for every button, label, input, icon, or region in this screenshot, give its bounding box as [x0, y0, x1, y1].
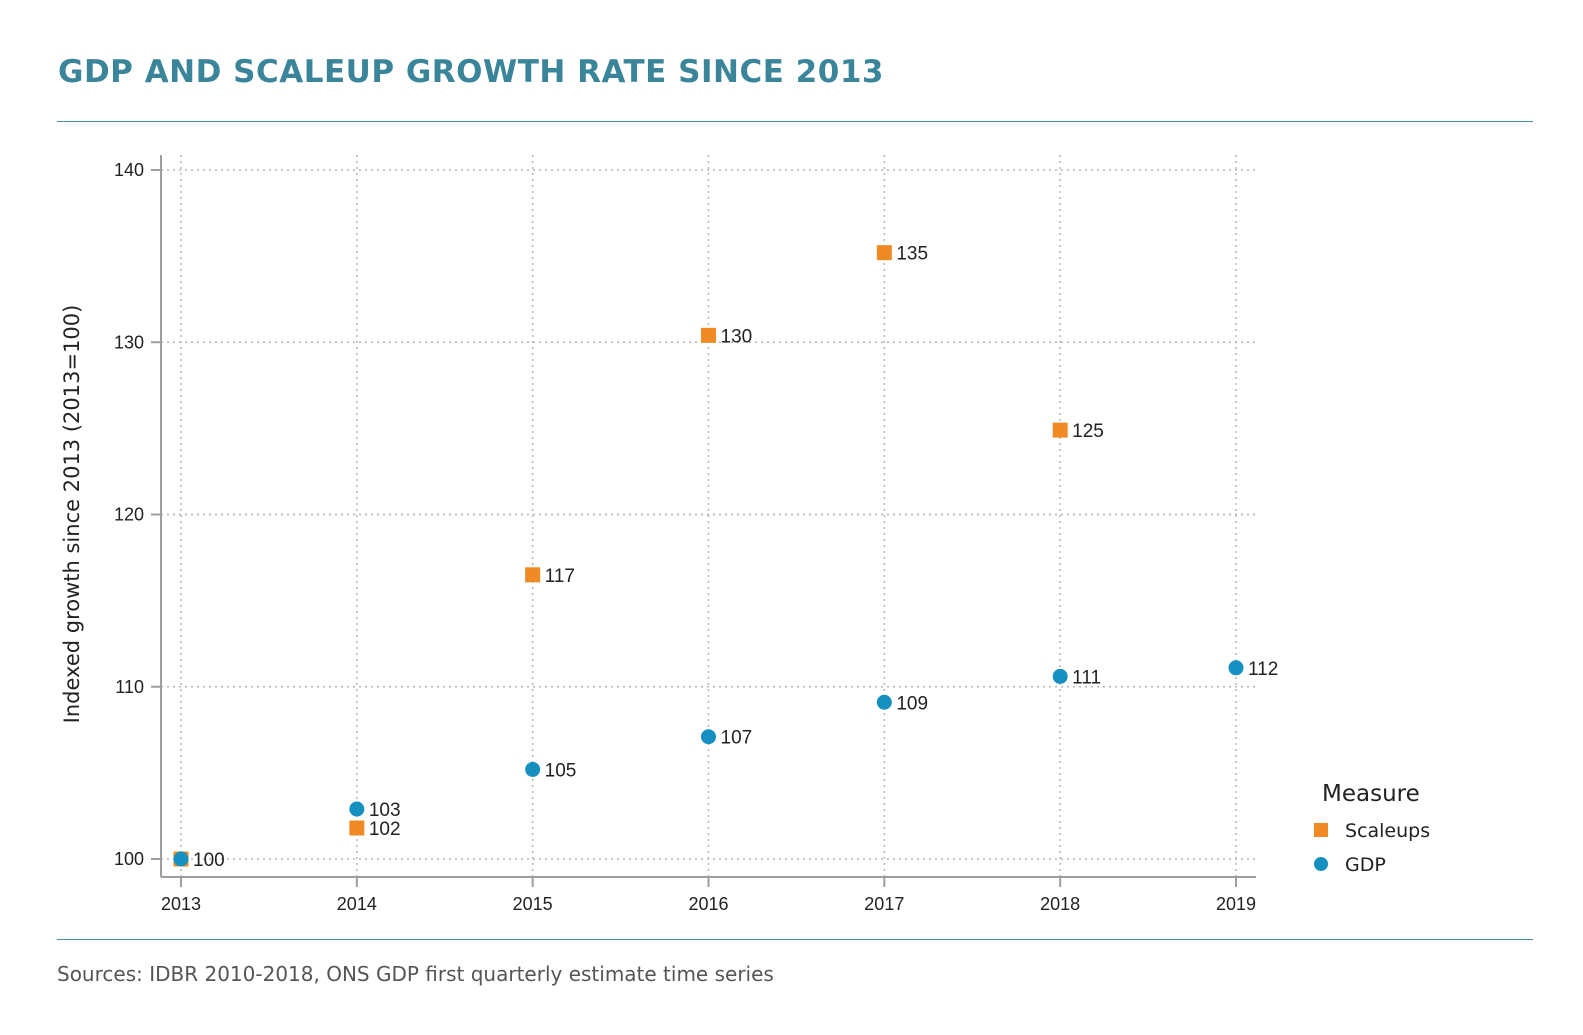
scaleups-data-label: 135: [896, 244, 928, 265]
bottom-divider: [57, 939, 1533, 940]
gdp-point: [701, 729, 716, 745]
y-tick-label: 140: [114, 160, 144, 180]
gdp-data-label: 107: [721, 728, 753, 749]
gdp-data-label: 111: [1072, 667, 1101, 688]
top-divider: [57, 121, 1533, 122]
scaleups-data-label: 102: [369, 819, 401, 840]
legend-title: Measure: [1322, 781, 1420, 807]
scaleups-point: [876, 245, 892, 261]
page-title: GDP AND SCALEUP GROWTH RATE SINCE 2013: [58, 54, 884, 90]
legend-swatch-scaleups: [1314, 823, 1328, 837]
scaleups-point: [701, 327, 716, 343]
gdp-point: [349, 801, 365, 817]
gdp-point: [876, 694, 892, 710]
legend: Measure Scaleups GDP: [1314, 781, 1430, 876]
source-note: Sources: IDBR 2010-2018, ONS GDP first q…: [57, 962, 774, 986]
gdp-point: [1228, 660, 1244, 676]
x-tick-label: 2015: [513, 894, 553, 914]
y-tick-label: 100: [114, 849, 144, 869]
gdp-data-label: 105: [545, 760, 577, 781]
gdp-point: [173, 851, 189, 867]
gdp-data-label: 109: [896, 693, 928, 714]
gdp-point: [1052, 668, 1068, 684]
scaleups-data-label: 130: [721, 326, 753, 347]
scaleups-data-label: 117: [545, 566, 575, 587]
scaleups-point: [1052, 422, 1068, 438]
data-labels: 102 117 130 135 125 100 103 105 107 109 111 112: [193, 244, 1278, 871]
axes: 100 110 120 130 140 2013 2014 2015 2016 2017 2018 2…: [114, 155, 1256, 914]
x-tick-label: 2019: [1216, 894, 1256, 914]
gdp-point: [525, 761, 541, 777]
x-tick-label: 2014: [337, 894, 377, 914]
scaleups-data-label: 125: [1072, 421, 1104, 442]
gdp-data-label: 100: [193, 850, 225, 871]
scaleups-point: [349, 820, 365, 836]
gdp-data-label: 112: [1248, 659, 1278, 680]
legend-label: GDP: [1345, 854, 1386, 876]
data-points: [173, 245, 1244, 867]
y-tick-label: 120: [114, 505, 144, 525]
legend-swatch-gdp: [1314, 857, 1328, 871]
gdp-data-label: 103: [369, 800, 401, 821]
gridlines: [161, 155, 1256, 877]
y-tick-label: 130: [114, 332, 144, 352]
x-tick-label: 2013: [161, 894, 201, 914]
y-axis-title: Indexed growth since 2013 (2013=100): [60, 305, 84, 724]
x-tick-label: 2016: [688, 894, 728, 914]
legend-label: Scaleups: [1345, 820, 1430, 842]
y-tick-label: 110: [115, 677, 144, 697]
scaleups-point: [525, 567, 541, 583]
x-tick-label: 2017: [864, 894, 904, 914]
x-tick-label: 2018: [1040, 894, 1080, 914]
